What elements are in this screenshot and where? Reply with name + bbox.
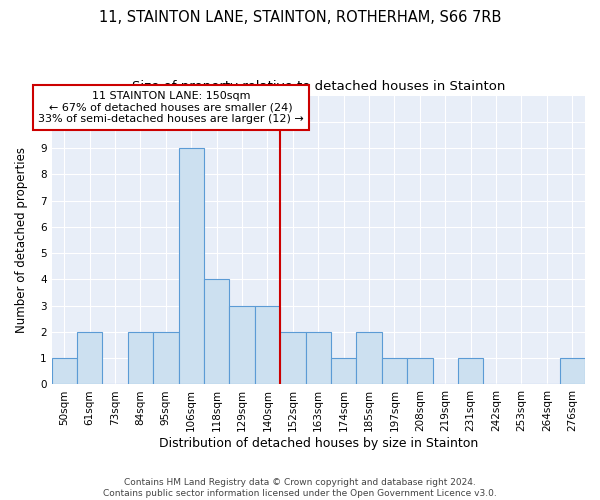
Bar [255,306,280,384]
Bar [356,332,382,384]
Text: 11, STAINTON LANE, STAINTON, ROTHERHAM, S66 7RB: 11, STAINTON LANE, STAINTON, ROTHERHAM, … [99,10,501,25]
Bar [331,358,356,384]
Bar [179,148,204,384]
Text: 11 STAINTON LANE: 150sqm
← 67% of detached houses are smaller (24)
33% of semi-d: 11 STAINTON LANE: 150sqm ← 67% of detach… [38,91,304,124]
Text: Contains HM Land Registry data © Crown copyright and database right 2024.
Contai: Contains HM Land Registry data © Crown c… [103,478,497,498]
Bar [153,332,179,384]
Bar [280,332,305,384]
Bar [560,358,585,384]
Bar [382,358,407,384]
Y-axis label: Number of detached properties: Number of detached properties [15,147,28,333]
X-axis label: Distribution of detached houses by size in Stainton: Distribution of detached houses by size … [158,437,478,450]
Bar [77,332,103,384]
Bar [52,358,77,384]
Bar [305,332,331,384]
Bar [458,358,484,384]
Bar [204,280,229,384]
Title: Size of property relative to detached houses in Stainton: Size of property relative to detached ho… [131,80,505,93]
Bar [407,358,433,384]
Bar [229,306,255,384]
Bar [128,332,153,384]
